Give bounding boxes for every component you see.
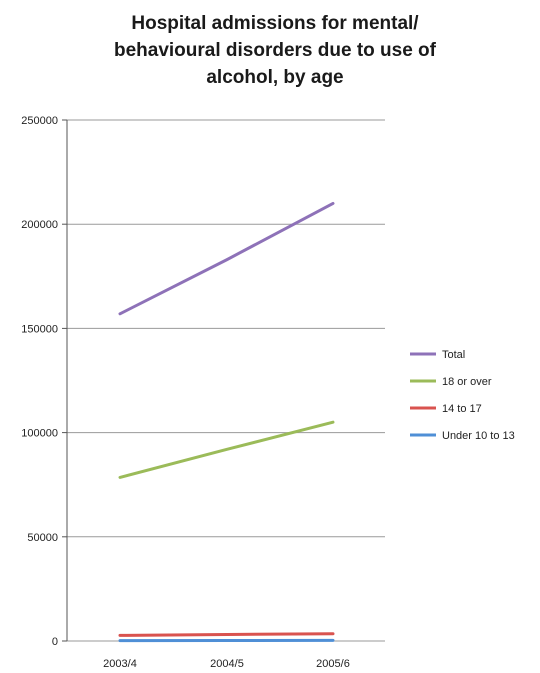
chart-title: Hospital admissions for mental/ behaviou… (40, 10, 510, 91)
y-tick-label: 100000 (21, 428, 58, 440)
legend: Total 18 or over 14 to 17 Under 10 to 13 (410, 349, 515, 442)
x-tick-label: 2004/5 (210, 658, 244, 670)
legend-label: Under 10 to 13 (442, 430, 515, 442)
y-tick-label: 150000 (21, 323, 58, 335)
legend-label: 14 to 17 (442, 403, 482, 415)
y-tick-label: 200000 (21, 219, 58, 231)
chart-title-line-1: Hospital admissions for mental/ (131, 13, 419, 34)
gridlines (67, 119, 385, 642)
y-tick-label: 50000 (27, 532, 58, 544)
y-tick-label: 250000 (21, 115, 58, 127)
series-line (118, 632, 335, 637)
series-line (118, 420, 335, 479)
axes: 0 50000 100000 150000 200000 250000 2003/4 2004… (21, 115, 350, 670)
x-tick-label: 2005/6 (316, 658, 350, 670)
chart-title-line-2: behavioural disorders due to use of (113, 40, 436, 61)
legend-label: Total (442, 349, 465, 361)
series-line (118, 201, 335, 316)
chart-title-line-3: alcohol, by age (206, 67, 344, 88)
series-lines (118, 201, 335, 643)
legend-label: 18 or over (442, 376, 492, 388)
y-tick-label: 0 (52, 636, 58, 648)
x-tick-label: 2003/4 (103, 658, 137, 670)
